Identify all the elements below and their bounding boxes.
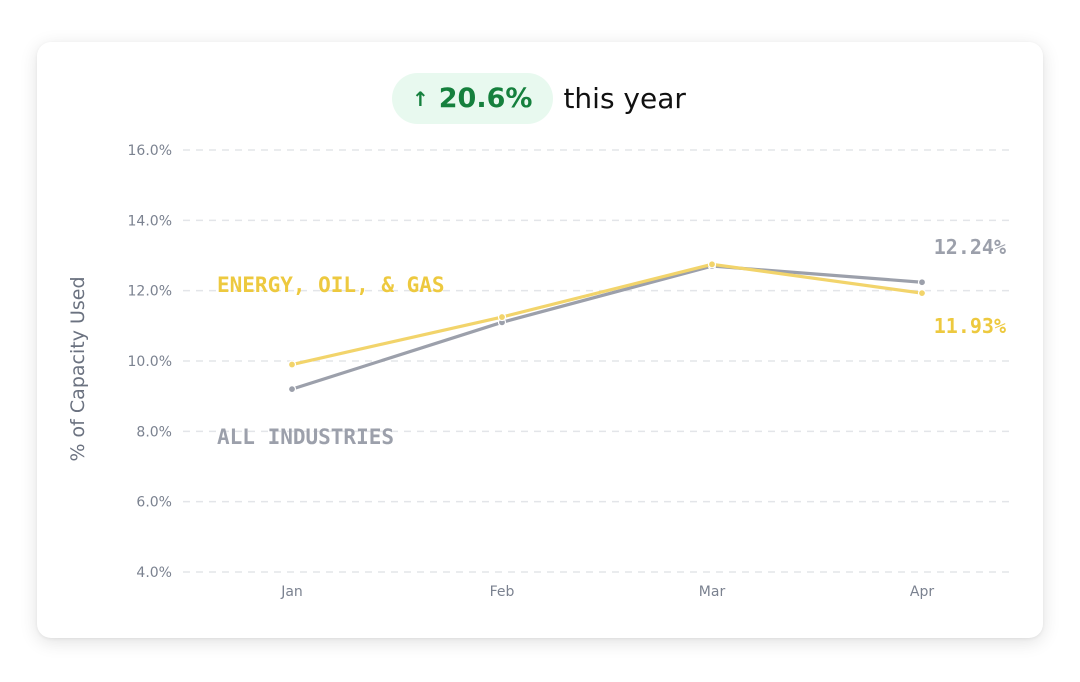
- data-point: [287, 360, 297, 369]
- change-badge: ↑ 20.6%: [392, 73, 554, 124]
- change-period: this year: [563, 82, 686, 115]
- end-value-label: 11.93%: [934, 314, 1006, 338]
- y-tick-label: 12.0%: [128, 284, 172, 300]
- y-tick-label: 16.0%: [128, 143, 172, 159]
- grid: [183, 149, 1012, 573]
- end-value-label: 12.24%: [934, 235, 1006, 259]
- data-point: [287, 385, 297, 394]
- y-tick-label: 6.0%: [136, 495, 172, 511]
- y-tick-label: 8.0%: [136, 424, 172, 440]
- data-point: [497, 312, 507, 322]
- x-tick-label: Jan: [280, 584, 303, 600]
- series-line: [290, 262, 924, 367]
- series-line: [290, 264, 924, 391]
- change-value: 20.6%: [438, 83, 533, 114]
- x-tick-label: Feb: [490, 584, 515, 600]
- x-axis-ticks: Jan Feb Mar Apr: [280, 584, 934, 600]
- series-name-label: ENERGY, OIL, & GAS: [217, 273, 445, 297]
- data-point: [917, 278, 927, 287]
- data-point: [707, 260, 717, 269]
- series: [287, 260, 927, 394]
- headline: ↑ 20.6% this year: [392, 73, 686, 124]
- x-tick-label: Mar: [699, 584, 726, 600]
- y-tick-label: 10.0%: [128, 354, 172, 370]
- y-tick-label: 14.0%: [128, 213, 172, 229]
- arrow-up-icon: ↑: [412, 86, 429, 111]
- chart-card: [37, 42, 1043, 638]
- series-labels: ALL INDUSTRIES ENERGY, OIL, & GAS 12.24% 11…: [217, 235, 1006, 449]
- y-axis-ticks: 4.0% 6.0% 8.0% 10.0% 12.0% 14.0% 16.0%: [128, 143, 172, 581]
- x-tick-label: Apr: [910, 584, 934, 600]
- series-name-label: ALL INDUSTRIES: [217, 425, 394, 449]
- y-axis-label: % of Capacity Used: [67, 276, 89, 461]
- data-point: [917, 289, 927, 298]
- y-tick-label: 4.0%: [136, 565, 172, 581]
